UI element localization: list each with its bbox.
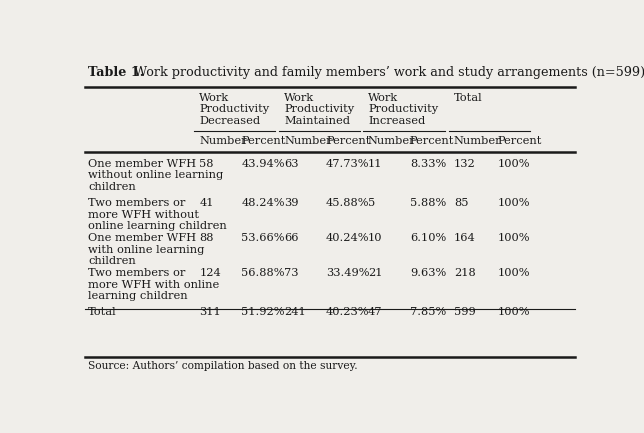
Text: 100%: 100% — [497, 158, 530, 168]
Text: Percent: Percent — [497, 136, 542, 146]
Text: 241: 241 — [284, 307, 306, 317]
Text: 63: 63 — [284, 158, 299, 168]
Text: 100%: 100% — [497, 268, 530, 278]
Text: 33.49%: 33.49% — [326, 268, 370, 278]
Text: Total: Total — [88, 307, 117, 317]
Text: Number: Number — [284, 136, 332, 146]
Text: 21: 21 — [368, 268, 383, 278]
Text: One member WFH
without online learning
children: One member WFH without online learning c… — [88, 158, 223, 192]
Text: 51.92%: 51.92% — [242, 307, 285, 317]
Text: Percent: Percent — [242, 136, 285, 146]
Text: 58: 58 — [199, 158, 214, 168]
Text: 48.24%: 48.24% — [242, 198, 285, 208]
Text: 56.88%: 56.88% — [242, 268, 285, 278]
Text: 599: 599 — [454, 307, 475, 317]
Text: 41: 41 — [199, 198, 214, 208]
Text: 73: 73 — [284, 268, 299, 278]
Text: Total: Total — [454, 93, 482, 103]
Text: 66: 66 — [284, 233, 299, 243]
Text: Source: Authors’ compilation based on the survey.: Source: Authors’ compilation based on th… — [88, 362, 357, 372]
Text: 100%: 100% — [497, 198, 530, 208]
Text: 311: 311 — [199, 307, 221, 317]
Text: 164: 164 — [454, 233, 475, 243]
Text: 6.10%: 6.10% — [410, 233, 446, 243]
Text: 218: 218 — [454, 268, 475, 278]
Text: 85: 85 — [454, 198, 468, 208]
Text: 45.88%: 45.88% — [326, 198, 370, 208]
Text: Number: Number — [199, 136, 247, 146]
Text: 10: 10 — [368, 233, 383, 243]
Text: 7.85%: 7.85% — [410, 307, 446, 317]
Text: One member WFH
with online learning
children: One member WFH with online learning chil… — [88, 233, 204, 266]
Text: 40.23%: 40.23% — [326, 307, 370, 317]
Text: Percent: Percent — [410, 136, 454, 146]
Text: 11: 11 — [368, 158, 383, 168]
Text: 5.88%: 5.88% — [410, 198, 446, 208]
Text: 100%: 100% — [497, 307, 530, 317]
Text: 5: 5 — [368, 198, 375, 208]
Text: 88: 88 — [199, 233, 214, 243]
Text: Work
Productivity
Decreased: Work Productivity Decreased — [199, 93, 269, 126]
Text: 39: 39 — [284, 198, 299, 208]
Text: Table 1.: Table 1. — [88, 66, 144, 79]
Text: 8.33%: 8.33% — [410, 158, 446, 168]
Text: Work
Productivity
Increased: Work Productivity Increased — [368, 93, 438, 126]
Text: Number: Number — [368, 136, 415, 146]
Text: 124: 124 — [199, 268, 221, 278]
Text: Number: Number — [454, 136, 502, 146]
Text: Two members or
more WFH with online
learning children: Two members or more WFH with online lear… — [88, 268, 219, 301]
Text: 9.63%: 9.63% — [410, 268, 446, 278]
Text: Work productivity and family members’ work and study arrangements (n=599).: Work productivity and family members’ wo… — [126, 66, 644, 79]
Text: 47: 47 — [368, 307, 383, 317]
Text: 47.73%: 47.73% — [326, 158, 370, 168]
Text: Work
Productivity
Maintained: Work Productivity Maintained — [284, 93, 354, 126]
Text: 53.66%: 53.66% — [242, 233, 285, 243]
Text: 43.94%: 43.94% — [242, 158, 285, 168]
Text: 100%: 100% — [497, 233, 530, 243]
Text: Percent: Percent — [326, 136, 370, 146]
Text: 132: 132 — [454, 158, 475, 168]
Text: 40.24%: 40.24% — [326, 233, 370, 243]
Text: Two members or
more WFH without
online learning children: Two members or more WFH without online l… — [88, 198, 227, 231]
